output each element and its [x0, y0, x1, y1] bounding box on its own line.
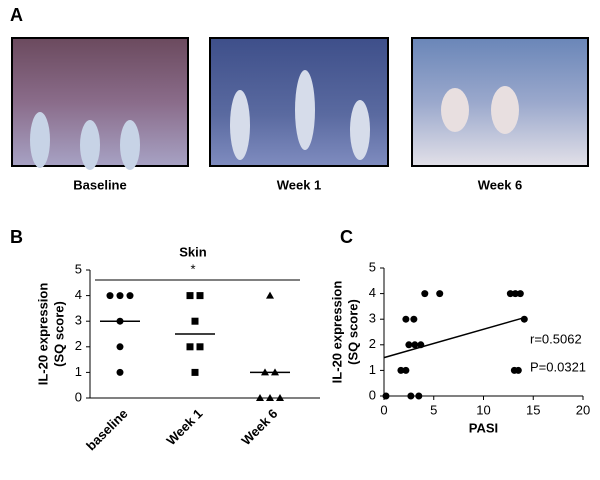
x-tick-label: Week 1 — [163, 406, 205, 448]
data-point — [397, 366, 405, 374]
micrograph-detail — [441, 88, 469, 132]
data-point — [116, 292, 124, 300]
data-point — [415, 392, 423, 400]
statistic: r=0.5062 — [530, 331, 582, 346]
micrograph-detail — [80, 120, 100, 170]
panel-label: A — [10, 5, 23, 25]
data-point — [106, 292, 114, 300]
data-point — [256, 394, 264, 401]
micrograph-detail — [295, 70, 315, 150]
micrograph-detail — [491, 86, 519, 134]
y-tick-label: 2 — [369, 336, 376, 351]
x-tick-label: 0 — [380, 402, 387, 417]
data-point — [402, 366, 410, 374]
x-tick-label: 10 — [476, 402, 490, 417]
data-point — [402, 315, 410, 323]
data-point — [186, 292, 194, 300]
image-caption: Baseline — [73, 177, 126, 192]
data-point — [436, 290, 444, 298]
panel-label: B — [10, 227, 23, 247]
y-tick-label: 2 — [75, 338, 82, 353]
y-axis-label: (SQ score) — [51, 301, 66, 367]
y-tick-label: 3 — [369, 311, 376, 326]
y-tick-label: 0 — [369, 387, 376, 402]
data-point — [196, 343, 204, 351]
x-axis-label: PASI — [469, 420, 498, 435]
data-point — [266, 394, 274, 401]
data-point — [411, 341, 419, 349]
data-point — [511, 290, 519, 298]
x-tick-label: 20 — [576, 402, 590, 417]
data-point — [116, 368, 124, 376]
panel-label: C — [340, 227, 353, 247]
y-axis-label: IL-20 expression — [35, 283, 50, 386]
image-caption: Week 6 — [478, 177, 523, 192]
significance-mark: * — [190, 261, 195, 276]
y-tick-label: 3 — [75, 313, 82, 328]
data-point — [126, 292, 134, 300]
data-point — [382, 392, 390, 400]
micrograph-detail — [120, 120, 140, 170]
image-caption: Week 1 — [277, 177, 322, 192]
data-point — [196, 292, 204, 300]
y-tick-label: 4 — [75, 287, 82, 302]
micrograph-detail — [230, 90, 250, 160]
data-point — [520, 315, 528, 323]
data-point — [516, 290, 524, 298]
data-point — [514, 366, 522, 374]
x-tick-label: 5 — [430, 402, 437, 417]
y-tick-label: 1 — [75, 364, 82, 379]
x-tick-label: Week 6 — [238, 406, 280, 448]
micrograph-detail — [30, 112, 50, 168]
x-tick-label: 15 — [526, 402, 540, 417]
micrograph-detail — [350, 100, 370, 160]
chart-title: Skin — [179, 244, 207, 259]
data-point — [276, 394, 284, 401]
y-axis-label: (SQ score) — [345, 299, 360, 365]
data-point — [191, 317, 199, 325]
y-tick-label: 5 — [75, 261, 82, 276]
x-tick-label: baseline — [83, 406, 130, 453]
y-tick-label: 1 — [369, 362, 376, 377]
data-point — [116, 343, 124, 351]
data-point — [266, 291, 274, 299]
y-tick-label: 5 — [369, 259, 376, 274]
statistic: P=0.0321 — [530, 359, 586, 374]
y-tick-label: 0 — [75, 389, 82, 404]
data-point — [407, 392, 415, 400]
data-point — [191, 368, 199, 376]
data-point — [421, 290, 429, 298]
data-point — [506, 290, 514, 298]
data-point — [410, 315, 418, 323]
data-point — [186, 343, 194, 351]
y-axis-label: IL-20 expression — [329, 281, 344, 384]
y-tick-label: 4 — [369, 285, 376, 300]
data-point — [405, 341, 413, 349]
regression-line — [383, 317, 524, 359]
